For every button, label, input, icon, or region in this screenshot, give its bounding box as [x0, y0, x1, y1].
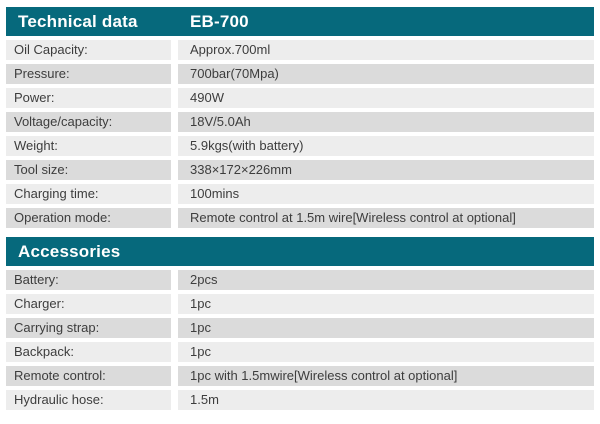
row-label: Pressure: [6, 64, 171, 84]
row-value: 18V/5.0Ah [178, 112, 594, 132]
row-label: Remote control: [6, 366, 171, 386]
table-row: Charger: 1pc [6, 294, 594, 314]
row-label: Tool size: [6, 160, 171, 180]
table-row: Operation mode: Remote control at 1.5m wi… [6, 208, 594, 228]
row-value: 1pc with 1.5mwire[Wireless control at op… [178, 366, 594, 386]
row-label: Battery: [6, 270, 171, 290]
row-label: Charger: [6, 294, 171, 314]
row-label: Power: [6, 88, 171, 108]
table-row: Carrying strap: 1pc [6, 318, 594, 338]
row-value: 338×172×226mm [178, 160, 594, 180]
row-value: 1pc [178, 318, 594, 338]
row-value: Approx.700ml [178, 40, 594, 60]
row-value: 1.5m [178, 390, 594, 410]
table-row: Tool size: 338×172×226mm [6, 160, 594, 180]
row-value: 100mins [178, 184, 594, 204]
model-number: EB-700 [190, 12, 249, 31]
row-value: 2pcs [178, 270, 594, 290]
section-title: Technical data [18, 12, 138, 31]
spec-table: Technical data EB-700 Oil Capacity: Approx.… [6, 7, 594, 414]
table-row: Charging time: 100mins [6, 184, 594, 204]
row-value: 1pc [178, 342, 594, 362]
row-value: Remote control at 1.5m wire[Wireless con… [178, 208, 594, 228]
table-row: Power: 490W [6, 88, 594, 108]
table-row: Weight: 5.9kgs(with battery) [6, 136, 594, 156]
row-label: Hydraulic hose: [6, 390, 171, 410]
table-row: Hydraulic hose: 1.5m [6, 390, 594, 410]
row-label: Operation mode: [6, 208, 171, 228]
table-row: Remote control: 1pc with 1.5mwire[Wireles… [6, 366, 594, 386]
table-row: Oil Capacity: Approx.700ml [6, 40, 594, 60]
section-header-technical-data: Technical data EB-700 [6, 7, 594, 36]
section-header-accessories: Accessories [6, 237, 594, 266]
row-label: Oil Capacity: [6, 40, 171, 60]
row-label: Charging time: [6, 184, 171, 204]
row-label: Weight: [6, 136, 171, 156]
table-row: Battery: 2pcs [6, 270, 594, 290]
row-value: 5.9kgs(with battery) [178, 136, 594, 156]
table-row: Voltage/capacity: 18V/5.0Ah [6, 112, 594, 132]
section-title: Accessories [18, 242, 121, 261]
table-row: Backpack: 1pc [6, 342, 594, 362]
row-label: Carrying strap: [6, 318, 171, 338]
row-value: 490W [178, 88, 594, 108]
row-value: 1pc [178, 294, 594, 314]
row-label: Voltage/capacity: [6, 112, 171, 132]
row-value: 700bar(70Mpa) [178, 64, 594, 84]
table-row: Pressure: 700bar(70Mpa) [6, 64, 594, 84]
row-label: Backpack: [6, 342, 171, 362]
